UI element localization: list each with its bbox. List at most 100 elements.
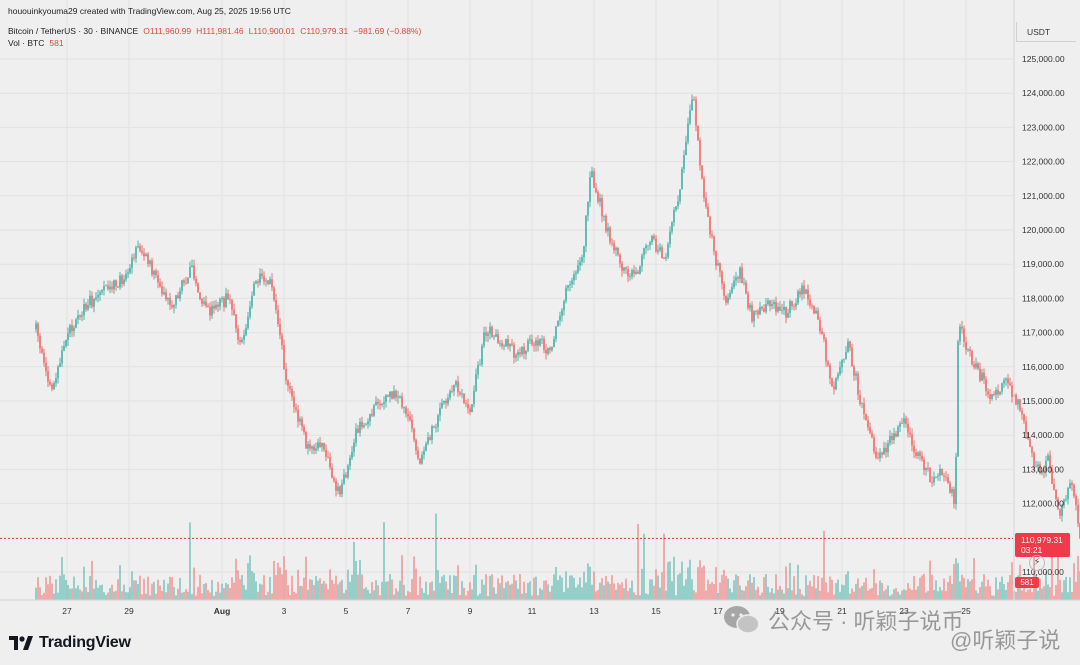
candle-body xyxy=(421,454,423,464)
volume-bar xyxy=(167,583,169,600)
volume-bar xyxy=(399,580,401,600)
volume-bar xyxy=(623,588,625,600)
volume-bar xyxy=(1043,586,1045,600)
volume-bar xyxy=(313,585,315,600)
volume-bar xyxy=(661,572,663,600)
candle-body xyxy=(555,326,557,339)
volume-bar xyxy=(983,574,985,600)
volume-bar xyxy=(1045,571,1047,600)
volume-bar xyxy=(625,578,627,600)
volume-bar xyxy=(893,589,895,600)
candle-body xyxy=(657,250,659,252)
candle-body xyxy=(209,306,211,316)
candle-body xyxy=(437,415,439,428)
volume-bar xyxy=(51,583,53,600)
candle-body xyxy=(865,414,867,421)
candle-body xyxy=(461,393,463,395)
volume-bar xyxy=(509,584,511,600)
volume-bar xyxy=(561,577,563,600)
volume-bar xyxy=(375,580,377,600)
volume-bar xyxy=(327,589,329,600)
candle-body xyxy=(41,348,43,353)
volume-bar xyxy=(695,592,697,600)
candle-body xyxy=(315,448,317,451)
x-tick-label: 29 xyxy=(124,606,134,616)
volume-bar xyxy=(705,590,707,600)
candle-body xyxy=(193,265,195,279)
candle-body xyxy=(1047,455,1049,461)
volume-bar xyxy=(185,589,187,600)
volume-bar xyxy=(35,587,37,600)
volume-bar xyxy=(261,584,263,600)
volume-bar xyxy=(257,591,259,600)
volume-bar xyxy=(47,584,49,600)
candle-body xyxy=(881,452,883,455)
candle-body xyxy=(489,326,491,334)
volume-bar xyxy=(925,592,927,600)
volume-bar xyxy=(351,574,353,600)
y-tick-label: 123,000.00 xyxy=(1022,122,1065,132)
volume-bar xyxy=(569,575,571,600)
volume-bar xyxy=(899,594,901,600)
candle-body xyxy=(343,474,345,484)
volume-bar xyxy=(689,559,691,600)
time-axis[interactable]: 27 29 Aug 3 5 7 9 11 13 15 17 19 21 23 25 xyxy=(62,606,971,616)
candle-body xyxy=(963,328,965,342)
candle-body xyxy=(915,452,917,456)
symbol-name[interactable]: Bitcoin / TetherUS · 30 · BINANCE xyxy=(8,26,139,36)
volume-bar xyxy=(295,593,297,600)
volume-label[interactable]: Vol · BTC xyxy=(8,38,45,48)
candle-body xyxy=(827,361,829,366)
candle-body xyxy=(615,247,617,251)
candle-body xyxy=(985,379,987,392)
volume-bar xyxy=(415,568,417,600)
candle-body xyxy=(511,343,513,345)
candle-body xyxy=(307,444,309,449)
volume-bar xyxy=(957,563,959,600)
volume-bar xyxy=(427,594,429,600)
price-axis[interactable]: 110,000.00111,000.00112,000.00113,000.00… xyxy=(1022,54,1065,577)
candle-body xyxy=(969,349,971,351)
volume-bar xyxy=(213,595,215,600)
lightning-icon[interactable]: ⚡ xyxy=(1029,555,1045,571)
x-tick-label: 17 xyxy=(713,606,723,616)
volume-bar xyxy=(265,595,267,600)
volume-bar xyxy=(481,579,483,600)
candle-body xyxy=(719,263,721,272)
volume-bar xyxy=(823,530,825,600)
chart-caption: hououinkyouma29 created with TradingView… xyxy=(8,6,291,16)
candle-body xyxy=(133,257,135,259)
volume-bar xyxy=(793,576,795,600)
tradingview-logo[interactable]: TradingView xyxy=(9,632,131,654)
volume-bar xyxy=(433,590,435,600)
candle-body xyxy=(369,413,371,422)
volume-bar xyxy=(431,581,433,600)
candle-body xyxy=(249,306,251,317)
candle-body xyxy=(1041,470,1043,474)
volume-bar xyxy=(425,581,427,600)
volume-bar xyxy=(287,584,289,600)
candle-body xyxy=(119,275,121,288)
volume-bar xyxy=(715,567,717,600)
candle-body xyxy=(623,267,625,271)
volume-bar xyxy=(719,582,721,600)
candle-body xyxy=(687,123,689,142)
volume-bar xyxy=(439,582,441,600)
candle-body xyxy=(69,325,71,334)
volume-bar xyxy=(1023,580,1025,600)
volume-bar xyxy=(155,593,157,600)
volume-bar xyxy=(111,584,113,600)
volume-bar xyxy=(849,593,851,600)
candle-body xyxy=(709,216,711,235)
volume-bar xyxy=(417,595,419,600)
candle-body xyxy=(429,437,431,440)
currency-label[interactable]: USDT xyxy=(1016,22,1076,42)
candle-body xyxy=(775,301,777,312)
candle-body xyxy=(213,305,215,309)
x-tick-label: 19 xyxy=(775,606,785,616)
close-value: C110,979.31 xyxy=(300,26,349,36)
volume-bar xyxy=(645,593,647,600)
candle-body xyxy=(949,482,951,493)
volume-bar xyxy=(885,589,887,600)
